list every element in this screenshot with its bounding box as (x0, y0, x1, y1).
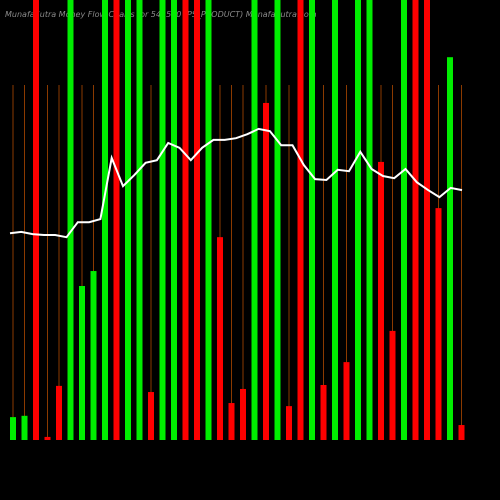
bar (182, 0, 189, 440)
bar (10, 417, 16, 440)
bar (343, 362, 350, 440)
bar (389, 330, 396, 440)
bar (56, 385, 62, 440)
bar (67, 0, 74, 440)
bar (297, 0, 304, 440)
bar (113, 0, 120, 440)
bar (366, 0, 373, 440)
bar (102, 0, 108, 440)
bar (458, 425, 465, 440)
bar (251, 0, 258, 440)
bar (412, 0, 419, 440)
bar (90, 271, 97, 440)
bar (159, 0, 166, 440)
bar (378, 161, 384, 441)
bar (228, 403, 235, 440)
bar (136, 0, 143, 440)
bar (205, 0, 212, 440)
bar (424, 0, 430, 440)
bar (401, 0, 407, 440)
bar (332, 0, 338, 440)
bar (447, 57, 453, 440)
bar (194, 0, 200, 440)
bar (33, 0, 39, 440)
bar (286, 406, 292, 440)
bar (44, 436, 51, 440)
bar (320, 385, 327, 440)
money-flow-line (9, 127, 463, 239)
bar (274, 0, 281, 440)
bar (435, 208, 442, 440)
bar (309, 0, 315, 440)
bar (171, 0, 177, 440)
bar (79, 286, 85, 440)
bar (21, 415, 28, 440)
bar (263, 102, 269, 441)
bar (240, 388, 246, 440)
bar (125, 0, 131, 440)
bar (217, 237, 223, 440)
bar (355, 0, 361, 440)
bar (148, 392, 154, 440)
